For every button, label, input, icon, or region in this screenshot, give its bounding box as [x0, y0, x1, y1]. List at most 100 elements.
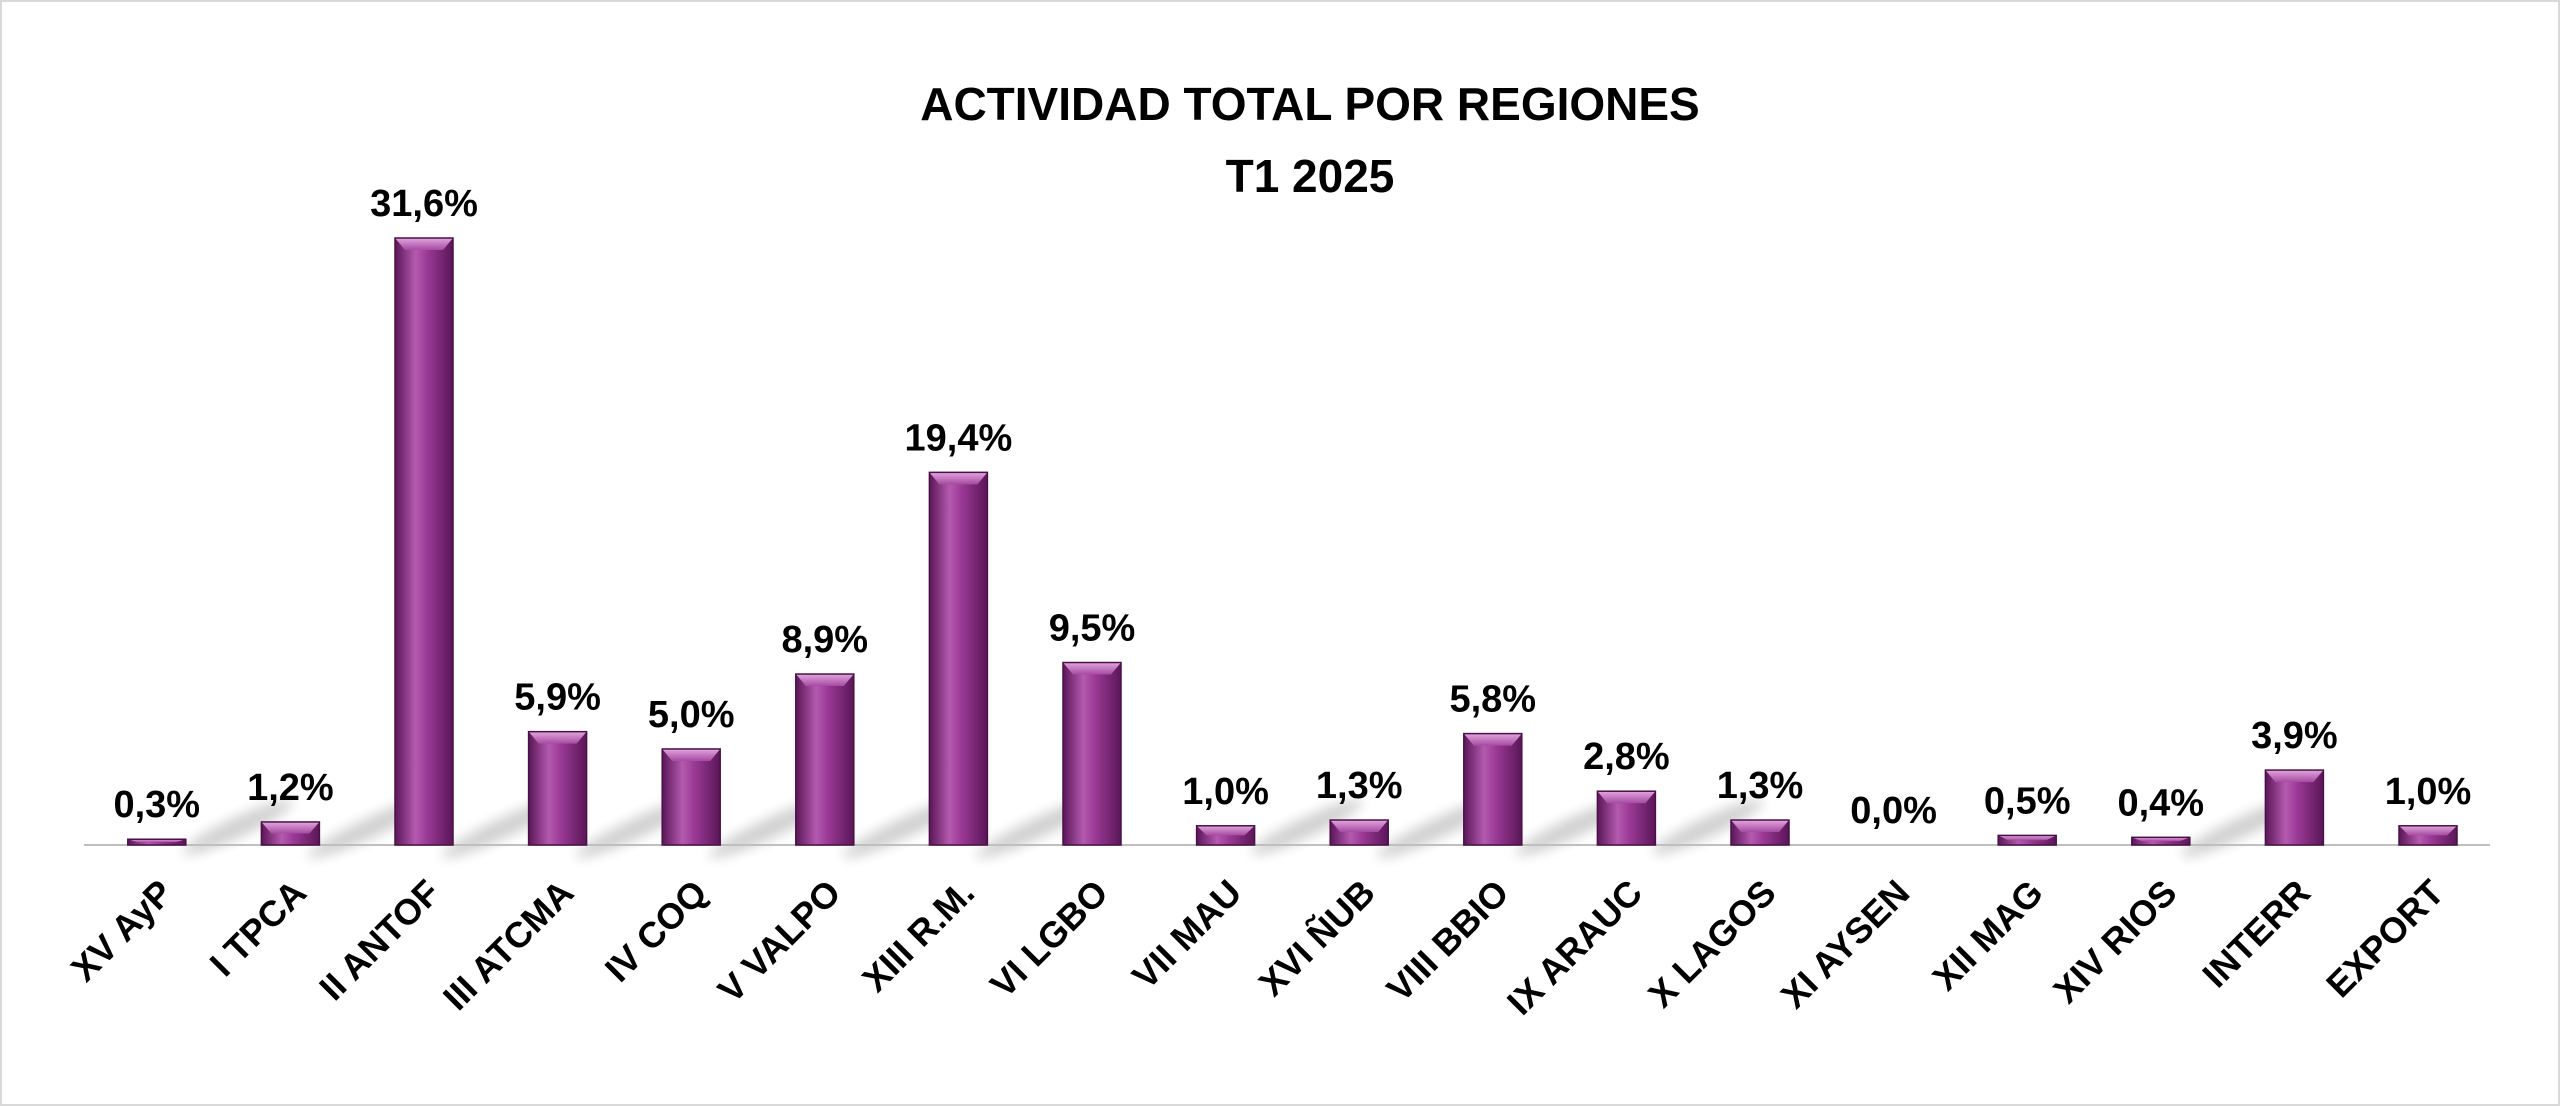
value-label-xv-ayp: 0,3% [113, 784, 200, 826]
bar-cap [2131, 837, 2190, 842]
chart-title: ACTIVIDAD TOTAL POR REGIONES [920, 78, 1700, 130]
x-tick-label-v-valpo: V VALPO [710, 872, 849, 1011]
bar-outline [527, 730, 588, 846]
value-label-export: 1,0% [2385, 771, 2472, 813]
bar-xiv-rios [2131, 836, 2191, 846]
value-label-v-valpo: 8,9% [781, 619, 868, 661]
value-label-ii-antof: 31,6% [370, 183, 478, 225]
value-label-viii-bbio: 5,8% [1449, 679, 1536, 721]
bar-body [795, 674, 854, 845]
bar-outline [260, 821, 321, 846]
x-tick-label-vii-mau: VII MAU [1124, 872, 1249, 997]
bar-cap [795, 674, 854, 687]
bar-outline [795, 673, 855, 846]
bar-xii-mag [1997, 834, 2057, 846]
bar-outline [2131, 836, 2191, 846]
bar-cap [1998, 835, 2057, 841]
bar-shadow [182, 799, 294, 855]
bar-cap [2399, 825, 2457, 836]
bar-outline [1062, 661, 1122, 846]
bar-shadow [1652, 799, 1764, 855]
bar-body [1463, 733, 1522, 845]
bar-vi-lgbo [1062, 661, 1122, 846]
value-label-i-tpca: 1,2% [247, 767, 334, 809]
bar-outline [1463, 732, 1523, 846]
x-tick-label-iv-coq: IV COQ [597, 872, 715, 990]
value-label-iv-coq: 5,0% [648, 694, 735, 736]
x-tick-label-interr: INTERR [2194, 872, 2318, 996]
bar-vii-mau [1195, 825, 1256, 846]
x-tick-label-ix-arauc: IX ARAUC [1499, 872, 1650, 1023]
x-tick-label-ii-antof: II ANTOF [311, 872, 447, 1008]
bar-cap [528, 731, 587, 744]
bar-body [395, 238, 453, 845]
x-tick-label-xv-ayp: XV AyP [63, 872, 181, 990]
x-tick-label-xi-aysen: XI AYSEN [1773, 872, 1918, 1017]
bar-v-valpo [795, 673, 855, 846]
bar-cap [2265, 770, 2324, 783]
bar-shadow [1251, 799, 1363, 855]
bar-cap [1063, 662, 1121, 675]
x-tick-label-x-lagos: X LAGOS [1640, 872, 1784, 1016]
chart-subtitle: T1 2025 [1226, 150, 1395, 202]
bar-outline [928, 471, 989, 846]
bar-cap [662, 748, 721, 761]
bar-outline [2264, 769, 2325, 846]
x-tick-label-xvi-ñub: XVI ÑUB [1250, 871, 1383, 1004]
bar-outline [1596, 790, 1657, 846]
bar-cap [261, 821, 320, 834]
x-tick-label-xiv-rios: XIV RIOS [2045, 872, 2184, 1011]
bar-outline [1329, 819, 1389, 846]
bar-interr [2264, 769, 2325, 846]
bar-xv-ayp [127, 838, 187, 846]
value-label-xi-aysen: 0,0% [1850, 790, 1937, 832]
bar-iv-coq [661, 748, 721, 846]
bar-outline [127, 838, 187, 846]
bar-cap [395, 238, 453, 250]
bar-cap [1731, 820, 1789, 833]
bar-cap [929, 472, 988, 485]
bar-ii-antof [394, 237, 454, 846]
value-label-xvi-ñub: 1,3% [1316, 765, 1403, 807]
value-label-vi-lgbo: 9,5% [1049, 608, 1136, 650]
value-label-iii-atcma: 5,9% [514, 677, 601, 719]
bar-body [662, 748, 721, 845]
value-label-ix-arauc: 2,8% [1583, 736, 1670, 778]
value-label-x-lagos: 1,3% [1717, 765, 1804, 807]
bar-body [929, 472, 988, 845]
bar-body [2265, 770, 2324, 845]
bar-cap [1597, 791, 1656, 804]
value-label-vii-mau: 1,0% [1182, 771, 1269, 813]
bar-xvi-ñub [1329, 819, 1389, 846]
x-tick-label-vi-lgbo: VI LGBO [982, 872, 1116, 1006]
bar-x-lagos [1730, 819, 1790, 846]
bar-outline [1997, 834, 2057, 846]
bar-viii-bbio [1463, 732, 1523, 846]
bar-outline [1730, 819, 1790, 846]
x-tick-label-iii-atcma: III ATCMA [435, 872, 581, 1018]
bar-outline [2398, 825, 2458, 846]
x-tick-label-i-tpca: I TPCA [202, 872, 314, 984]
x-tick-label-xiii-r-m: XIII R.M. [854, 872, 982, 1000]
bar-outline [661, 748, 721, 846]
value-label-xii-mag: 0,5% [1984, 780, 2071, 822]
bar-outline [1195, 825, 1256, 846]
value-label-xiii-r-m: 19,4% [905, 417, 1013, 459]
bar-xiii-r-m [928, 471, 989, 846]
value-label-interr: 3,9% [2251, 715, 2338, 757]
bar-i-tpca [260, 821, 321, 846]
bar-iii-atcma [527, 730, 588, 846]
bar-outline [394, 237, 454, 846]
x-tick-label-xii-mag: XII MAG [1924, 872, 2051, 999]
bar-body [1063, 662, 1121, 845]
bar-export [2398, 825, 2458, 846]
x-tick-label-viii-bbio: VIII BBIO [1379, 872, 1517, 1010]
bar-ix-arauc [1596, 790, 1657, 846]
bar-cap [1196, 825, 1255, 836]
x-tick-label-export: EXPORT [2318, 872, 2452, 1006]
bar-body [528, 731, 587, 845]
bars [127, 237, 2458, 846]
